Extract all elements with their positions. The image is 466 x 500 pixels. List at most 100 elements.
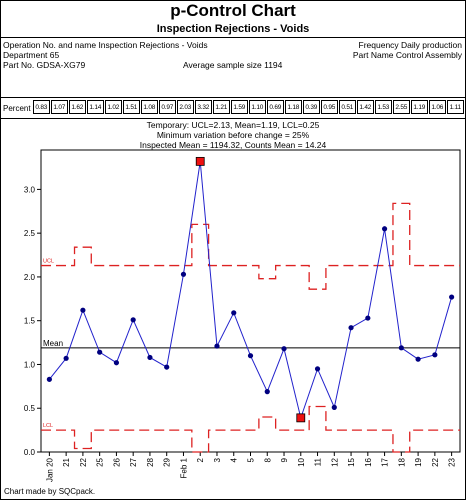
chart-title: p-Control Chart	[170, 1, 296, 20]
data-point	[281, 346, 287, 352]
percent-row-label: Percent	[3, 104, 31, 113]
data-point	[314, 366, 321, 372]
data-point	[231, 310, 237, 316]
y-tick-label: 0.0	[24, 448, 36, 457]
percent-cell: 1.07	[51, 100, 68, 114]
x-tick-label: Jan 20	[45, 457, 54, 482]
data-point	[180, 271, 187, 277]
percent-cell: 1.62	[69, 100, 86, 114]
x-tick-label: 8	[263, 457, 272, 462]
percent-cell: 1.53	[375, 100, 392, 114]
percent-cell: 1.59	[231, 100, 248, 114]
data-point	[147, 354, 153, 361]
x-tick-label: 23	[448, 457, 457, 466]
x-tick-label: 4	[230, 457, 239, 462]
percent-cell: 2.03	[177, 100, 194, 114]
x-tick-label: 12	[330, 457, 339, 466]
part-number-info: Part No. GDSA-XG79	[3, 60, 86, 70]
stats-limits: Temporary: UCL=2.13, Mean=1.19, LCL=0.25	[146, 120, 320, 130]
data-point	[432, 352, 438, 358]
x-tick-label: 2	[196, 457, 205, 462]
department-info: Department 65	[3, 50, 60, 60]
percent-cell: 1.21	[213, 100, 230, 114]
x-tick-label: 25	[96, 457, 105, 466]
percent-cell: 0.51	[339, 100, 356, 114]
percent-cell: 1.14	[87, 100, 104, 114]
stats-means: Inspected Mean = 1194.32, Counts Mean = …	[139, 140, 327, 150]
data-point	[415, 356, 421, 362]
percent-cell: 1.10	[249, 100, 266, 114]
x-tick-label: 9	[280, 457, 289, 462]
x-tick-label: 21	[62, 457, 71, 466]
plot-area	[40, 149, 461, 453]
x-tick-label: 5	[247, 457, 256, 462]
x-tick-label: 11	[314, 457, 323, 466]
data-point	[348, 325, 354, 331]
percent-cell: 1.06	[429, 100, 446, 114]
data-point	[365, 315, 371, 321]
percent-cell: 1.02	[105, 100, 122, 114]
y-tick-label: 2.0	[24, 273, 36, 282]
x-tick-label: 22	[431, 457, 440, 466]
percent-row-bottom-divider	[0, 118, 466, 119]
x-tick-label: 22	[79, 457, 88, 466]
ucl-label: UCL	[43, 259, 54, 265]
y-tick-label: 0.5	[24, 404, 36, 413]
percent-cell: 1.42	[357, 100, 374, 114]
percent-cell: 0.39	[303, 100, 320, 114]
data-series-line	[48, 161, 453, 420]
percent-cell: 2.55	[393, 100, 410, 114]
data-point	[398, 345, 404, 351]
x-tick-label: 15	[347, 457, 356, 466]
operation-info: Operation No. and name Inspection Reject…	[3, 40, 208, 50]
data-point	[164, 364, 170, 370]
y-tick-label: 1.5	[24, 317, 36, 326]
ucl-line	[41, 202, 460, 290]
percent-cell: 0.69	[267, 100, 284, 114]
data-point	[80, 307, 86, 313]
percent-cell: 1.08	[141, 100, 158, 114]
percent-cell: 0.95	[321, 100, 338, 114]
mean-label: Mean	[43, 339, 63, 348]
header-divider	[0, 37, 466, 38]
x-tick-label: 29	[163, 457, 172, 466]
x-tick-label: Feb 1	[179, 457, 188, 478]
percent-cell: 1.19	[411, 100, 428, 114]
data-point	[331, 404, 337, 410]
x-tick-label: 27	[129, 457, 138, 466]
sample-size-info: Average sample size 1194	[183, 60, 283, 70]
percent-cell: 0.83	[33, 100, 50, 114]
y-tick-label: 2.5	[24, 229, 36, 238]
percent-row-divider	[0, 97, 466, 98]
data-point	[113, 360, 120, 366]
percent-row: 0.83 1.07 1.62 1.14 1.02 1.51 1.08 0.97 2.03 3.32…	[33, 100, 466, 117]
percent-cell: 1.51	[123, 100, 140, 114]
percent-cell: 3.32	[195, 100, 212, 114]
chart-subtitle: Inspection Rejections - Voids	[156, 23, 310, 35]
data-point	[449, 294, 455, 300]
x-tick-label: 3	[213, 457, 222, 462]
lcl-line	[41, 405, 460, 453]
data-point	[381, 226, 388, 232]
out-of-control-point	[296, 413, 306, 423]
out-of-control-point	[195, 156, 205, 166]
data-point	[46, 376, 52, 382]
data-point	[63, 355, 69, 361]
x-tick-label: 26	[112, 457, 121, 466]
x-tick-label: 10	[297, 457, 306, 466]
percent-cell: 1.11	[447, 100, 464, 114]
data-point	[214, 343, 220, 349]
x-tick-label: 18	[397, 457, 406, 466]
x-tick-label: 17	[381, 457, 390, 466]
x-tick-label: 19	[414, 457, 423, 466]
x-tick-label: 16	[364, 457, 373, 466]
footer-credit: Chart made by SQCpack.	[4, 487, 96, 496]
frequency-info: Frequency Daily production	[358, 40, 462, 50]
percent-cell: 0.97	[159, 100, 176, 114]
percent-cell: 1.18	[285, 100, 302, 114]
x-tick-label: 28	[146, 457, 155, 466]
data-point	[130, 317, 136, 323]
lcl-label: LCL	[43, 423, 53, 429]
data-point	[247, 353, 254, 359]
